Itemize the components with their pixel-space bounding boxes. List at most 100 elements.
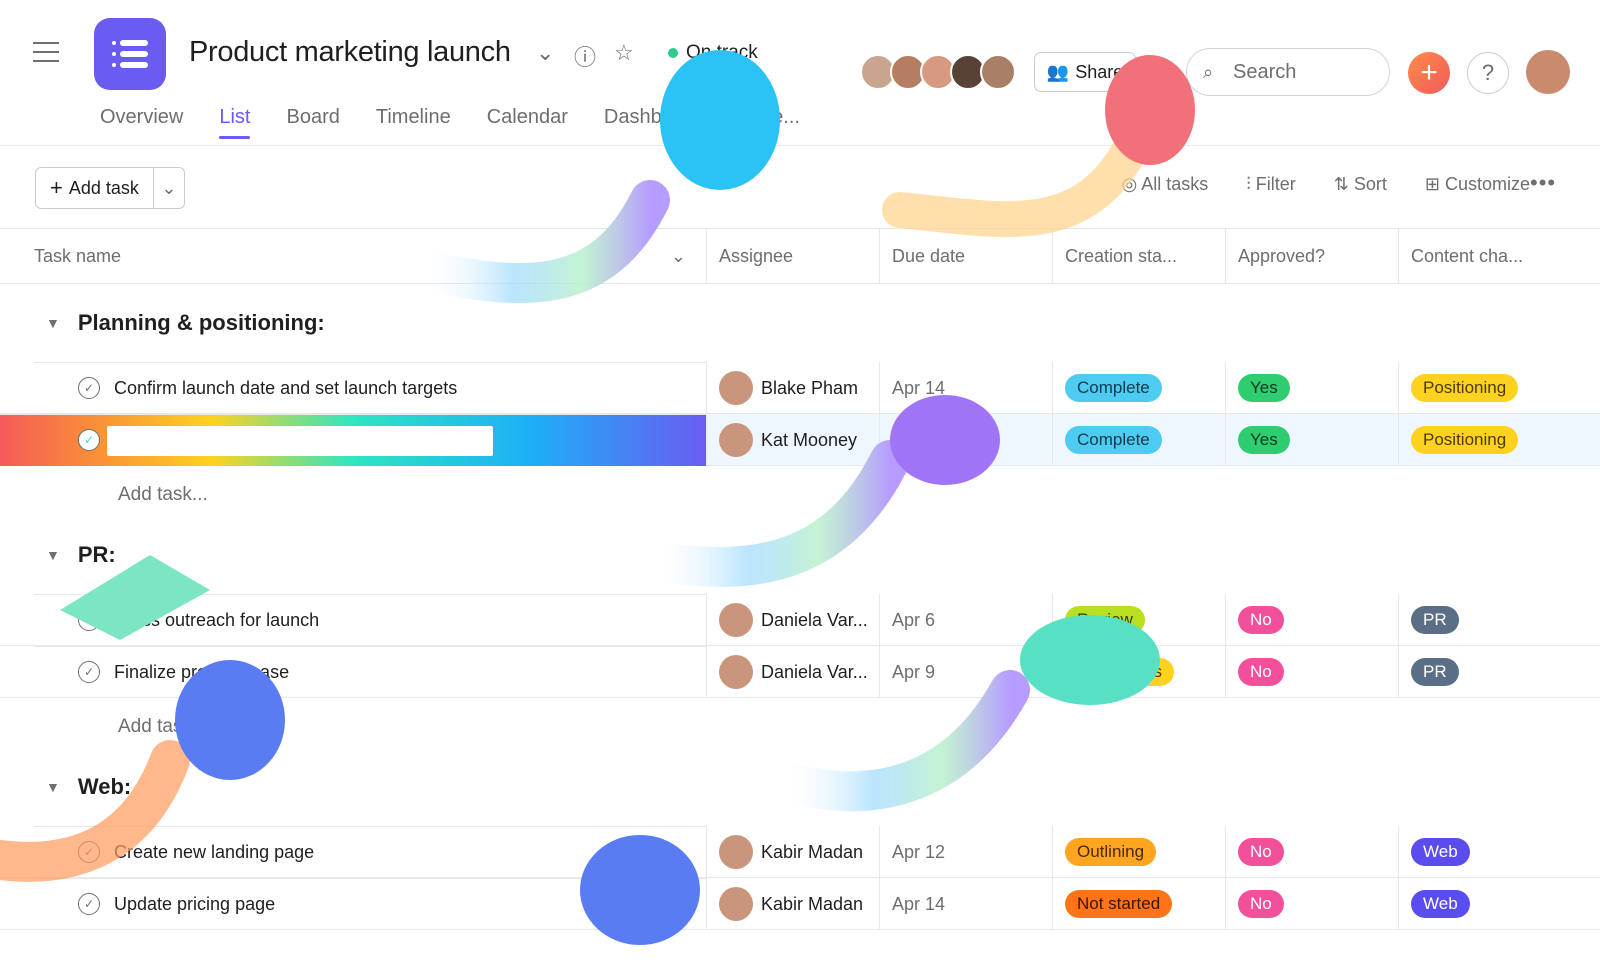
check-circle-icon[interactable]: ✓ (78, 609, 100, 631)
approved-cell[interactable]: Yes (1225, 362, 1398, 414)
creation-stage-cell[interactable]: Outlining (1052, 826, 1225, 878)
task-name: Create new landing page (114, 842, 315, 862)
section-header[interactable]: ▼ PR: (46, 542, 116, 568)
table-row[interactable]: Confirm launch date and set launch targe… (0, 362, 1600, 414)
due-date-cell[interactable]: Mar 31 (879, 414, 1052, 466)
table-row[interactable]: Update pricing page ✓ Kabir Madan Apr 14 Not… (0, 878, 1600, 930)
content-channel-cell[interactable]: PR (1398, 646, 1571, 698)
tab-more[interactable]: More... (737, 106, 800, 128)
project-list-icon (94, 18, 166, 90)
content-channel-cell[interactable]: Positioning (1398, 414, 1571, 466)
table-row[interactable]: Create new landing page ✓ Kabir Madan Apr 1… (0, 826, 1600, 878)
approved-cell[interactable]: Yes (1225, 414, 1398, 466)
due-date-cell[interactable]: Apr 12 (879, 826, 1052, 878)
project-status[interactable]: On track (668, 42, 758, 64)
due-date-cell[interactable]: Apr 14 (879, 878, 1052, 930)
add-task-button[interactable]: + Add task (36, 168, 154, 208)
tab-calendar[interactable]: Calendar (486, 106, 568, 128)
avatar (719, 603, 753, 637)
column-header[interactable]: Creation sta... (1052, 229, 1225, 283)
creation-stage-cell[interactable]: Complete (1052, 414, 1225, 466)
column-header[interactable]: Assignee (706, 229, 879, 283)
section-header[interactable]: ▼ Planning & positioning: (46, 310, 325, 336)
due-date: Mar 31 (892, 429, 949, 450)
creation-stage-cell[interactable]: Review (1052, 594, 1225, 646)
task-name-cell[interactable]: Confirm launch date and set launch targe… (34, 362, 706, 414)
creation-stage-badge: Review (1065, 606, 1145, 634)
due-date-cell[interactable]: Apr 14 (879, 362, 1052, 414)
search-input[interactable]: ⌕ Search (1186, 48, 1390, 96)
filter-button[interactable]: ⫶ Filter (1246, 174, 1296, 194)
more-options-icon[interactable]: ••• (1530, 170, 1557, 195)
tab-list[interactable]: List (219, 106, 251, 139)
approved-cell[interactable]: No (1225, 646, 1398, 698)
assignee-cell[interactable]: Blake Pham (706, 362, 879, 414)
creation-stage-badge: Complete (1065, 374, 1162, 402)
all-tasks-button[interactable]: ◎ All tasks (1121, 174, 1209, 194)
section-header[interactable]: ▼ Web: (46, 774, 131, 800)
member-avatars[interactable] (860, 54, 1016, 90)
add-task-row[interactable]: Add task... (118, 716, 208, 737)
assignee-cell[interactable]: Kabir Madan (706, 826, 879, 878)
approved-cell[interactable]: No (1225, 878, 1398, 930)
approved-cell[interactable]: No (1225, 594, 1398, 646)
content-channel-cell[interactable]: PR (1398, 594, 1571, 646)
caret-down-icon[interactable]: ▼ (46, 315, 60, 331)
help-button[interactable]: ? (1467, 52, 1509, 94)
caret-down-icon[interactable]: ▼ (46, 547, 60, 563)
approved-cell[interactable]: No (1225, 826, 1398, 878)
table-row[interactable]: ✓ Kat Mooney Mar 31 Complete Yes Positioning (0, 414, 1600, 466)
section-name: PR: (77, 542, 116, 567)
tab-board[interactable]: Board (286, 106, 340, 128)
task-name-cell[interactable] (0, 414, 706, 466)
chevron-down-icon[interactable]: ⌄ (670, 245, 686, 266)
task-name: Update pricing page (114, 894, 276, 914)
add-task-dropdown[interactable]: ⌄ (154, 168, 184, 208)
tab-dashboard[interactable]: Dashboard (603, 106, 702, 128)
sort-button[interactable]: ⇅ Sort (1333, 174, 1387, 194)
check-circle-icon[interactable]: ✓ (78, 841, 100, 863)
content-channel-cell[interactable]: Positioning (1398, 362, 1571, 414)
creation-stage-cell[interactable]: In progress (1052, 646, 1225, 698)
add-task-row[interactable]: Add task... (118, 484, 208, 505)
column-header[interactable]: Due date (879, 229, 1052, 283)
content-channel-cell[interactable]: Web (1398, 826, 1571, 878)
create-button[interactable]: + (1408, 52, 1450, 94)
task-name-cell[interactable]: Finalize press release (34, 646, 706, 698)
table-row[interactable]: Finalize press release ✓ Daniela Var... Apr… (0, 646, 1600, 698)
member-avatar[interactable] (980, 54, 1016, 90)
content-channel-cell[interactable]: Web (1398, 878, 1571, 930)
column-header[interactable]: Task name ⌄ (34, 229, 706, 283)
star-icon[interactable]: ☆ (614, 40, 634, 65)
user-avatar[interactable] (1526, 50, 1570, 94)
caret-down-icon[interactable]: ▼ (46, 779, 60, 795)
table-row[interactable]: Press outreach for launch ✓ Daniela Var...… (0, 594, 1600, 646)
info-icon[interactable]: ⓘ (574, 45, 597, 70)
menu-icon[interactable] (33, 42, 59, 62)
customize-button[interactable]: ⊞ Customize (1424, 174, 1530, 194)
check-circle-icon[interactable]: ✓ (78, 377, 100, 399)
customize-label: Customize (1444, 174, 1530, 194)
assignee-cell[interactable]: Kabir Madan (706, 878, 879, 930)
tab-overview[interactable]: Overview (100, 106, 184, 128)
check-circle-icon[interactable]: ✓ (78, 893, 100, 915)
column-header[interactable]: Approved? (1225, 229, 1398, 283)
assignee-cell[interactable]: Kat Mooney (706, 414, 879, 466)
due-date-cell[interactable]: Apr 9 (879, 646, 1052, 698)
due-date-cell[interactable]: Apr 6 (879, 594, 1052, 646)
chevron-down-icon[interactable]: ⌄ (536, 40, 555, 65)
assignee-cell[interactable]: Daniela Var... (706, 594, 879, 646)
column-header[interactable]: Content cha... (1398, 229, 1600, 283)
task-name-cell[interactable]: Press outreach for launch (34, 594, 706, 646)
task-name-cell[interactable]: Update pricing page (34, 878, 706, 930)
tab-timeline[interactable]: Timeline (375, 106, 451, 128)
avatar (719, 887, 753, 921)
task-name-input[interactable] (107, 426, 493, 456)
check-circle-icon[interactable]: ✓ (78, 429, 100, 451)
creation-stage-cell[interactable]: Complete (1052, 362, 1225, 414)
task-name-cell[interactable]: Create new landing page (34, 826, 706, 878)
share-button[interactable]: 👥 Share (1034, 52, 1136, 92)
creation-stage-cell[interactable]: Not started (1052, 878, 1225, 930)
assignee-cell[interactable]: Daniela Var... (706, 646, 879, 698)
check-circle-icon[interactable]: ✓ (78, 661, 100, 683)
